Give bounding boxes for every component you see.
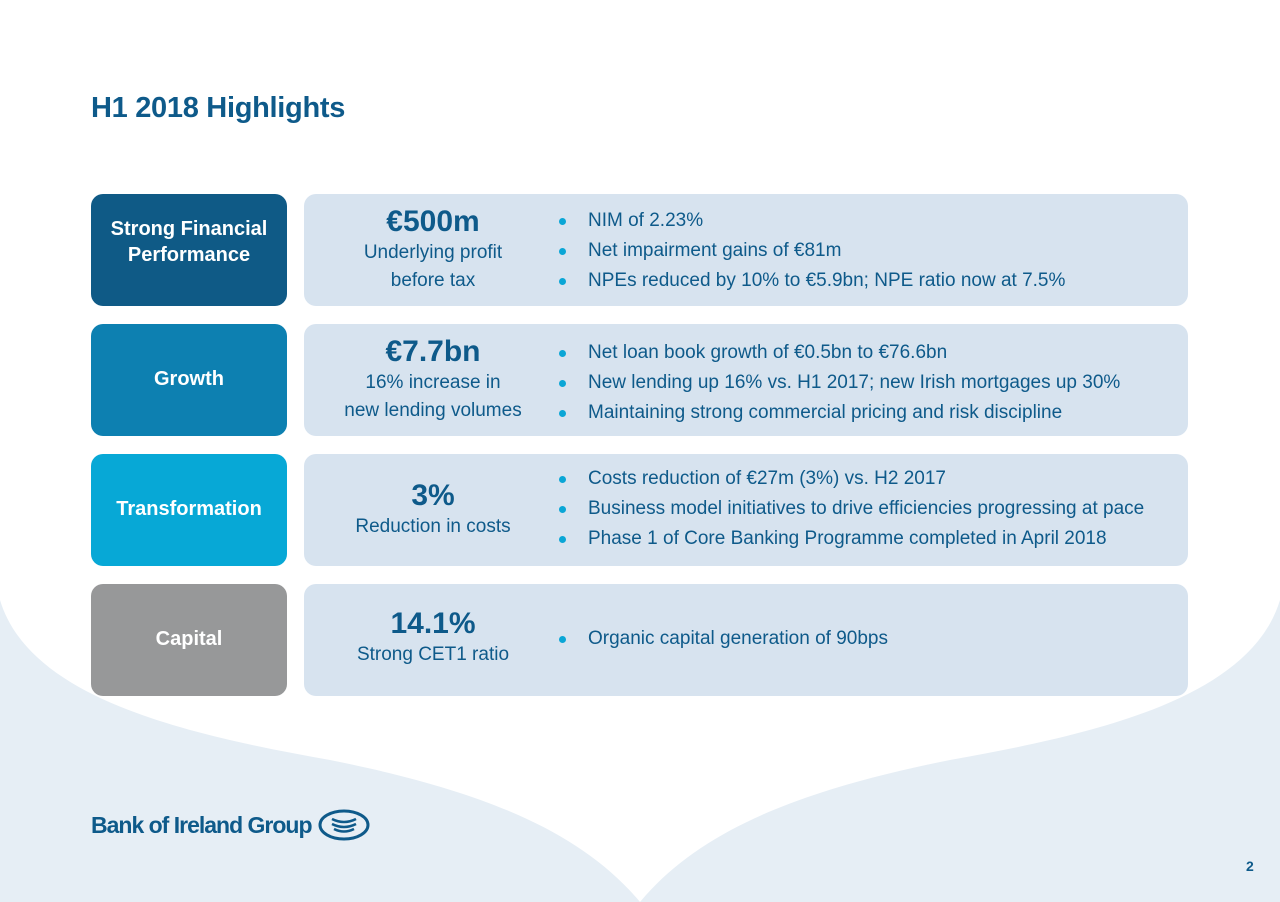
page-title: H1 2018 Highlights [91, 92, 346, 124]
bullet-list: Organic capital generation of 90bps [559, 624, 888, 654]
category-label-capital: Capital [91, 584, 287, 696]
bullet-item: New lending up 16% vs. H1 2017; new Iris… [559, 368, 1120, 398]
bullet-list: Costs reduction of €27m (3%) vs. H2 2017… [559, 464, 1144, 554]
bullet-item: Net impairment gains of €81m [559, 236, 1065, 266]
bullet-list: NIM of 2.23% Net impairment gains of €81… [559, 206, 1065, 296]
highlight-panel: €7.7bn 16% increase in new lending volum… [304, 324, 1188, 436]
bullet-item: Net loan book growth of €0.5bn to €76.6b… [559, 338, 1120, 368]
company-logo: Bank of Ireland Group [91, 809, 370, 841]
key-metric: €500m Underlying profit before tax [304, 206, 562, 296]
highlight-panel: 14.1% Strong CET1 ratio Organic capital … [304, 584, 1188, 696]
category-label-line: Capital [155, 628, 223, 650]
bullet-item: Costs reduction of €27m (3%) vs. H2 2017 [559, 464, 1144, 494]
bullet-item: Phase 1 of Core Banking Programme comple… [559, 524, 1144, 554]
bullet-dot-icon [559, 410, 566, 417]
highlight-row-transformation: Transformation 3% Reduction in costs Cos… [91, 454, 1188, 566]
bullet-dot-icon [559, 350, 566, 357]
bullet-dot-icon [559, 278, 566, 285]
logo-text: Bank of Ireland Group [91, 811, 313, 838]
bullet-item: Organic capital generation of 90bps [559, 624, 888, 654]
highlight-panel: 3% Reduction in costs Costs reduction of… [304, 454, 1188, 566]
metric-value: 3% [411, 479, 455, 512]
metric-value: 14.1% [390, 607, 476, 640]
category-label-growth: Growth [91, 324, 287, 436]
metric-description-line: 16% increase in [365, 372, 501, 393]
bullet-item: Maintaining strong commercial pricing an… [559, 398, 1120, 428]
key-metric: 3% Reduction in costs [304, 480, 562, 542]
bullet-dot-icon [559, 506, 566, 513]
bullet-dot-icon [559, 476, 566, 483]
highlight-row-capital: Capital 14.1% Strong CET1 ratio Organic … [91, 584, 1188, 696]
metric-description-line: new lending volumes [344, 400, 522, 421]
bullet-dot-icon [559, 636, 566, 643]
highlight-row-growth: Growth €7.7bn 16% increase in new lendin… [91, 324, 1188, 436]
bullet-item: NPEs reduced by 10% to €5.9bn; NPE ratio… [559, 266, 1065, 296]
page-number: 2 [1246, 858, 1254, 874]
metric-description-line: Reduction in costs [355, 516, 511, 537]
bullet-item: Business model initiatives to drive effi… [559, 494, 1144, 524]
bullet-dot-icon [559, 218, 566, 225]
bullet-dot-icon [559, 248, 566, 255]
key-metric: €7.7bn 16% increase in new lending volum… [304, 336, 562, 426]
key-metric: 14.1% Strong CET1 ratio [304, 608, 562, 670]
category-label-transformation: Transformation [91, 454, 287, 566]
metric-description-line: before tax [390, 270, 476, 291]
bullet-item: NIM of 2.23% [559, 206, 1065, 236]
category-label-line: Transformation [116, 498, 262, 520]
highlight-row-strong-financial-performance: Strong Financial Performance €500m Under… [91, 194, 1188, 306]
metric-value: €7.7bn [385, 335, 481, 368]
category-label-line: Growth [154, 368, 224, 390]
bank-of-ireland-emblem-icon [318, 809, 370, 841]
bullet-dot-icon [559, 380, 566, 387]
bullet-list: Net loan book growth of €0.5bn to €76.6b… [559, 338, 1120, 428]
metric-description-line: Underlying profit [363, 242, 503, 263]
category-label-line: Strong Financial [110, 217, 268, 240]
highlight-panel: €500m Underlying profit before tax NIM o… [304, 194, 1188, 306]
metric-description-line: Strong CET1 ratio [356, 644, 510, 665]
category-label-strong-financial-performance: Strong Financial Performance [91, 194, 287, 306]
metric-value: €500m [386, 205, 480, 238]
bullet-dot-icon [559, 536, 566, 543]
category-label-line: Performance [127, 243, 251, 266]
